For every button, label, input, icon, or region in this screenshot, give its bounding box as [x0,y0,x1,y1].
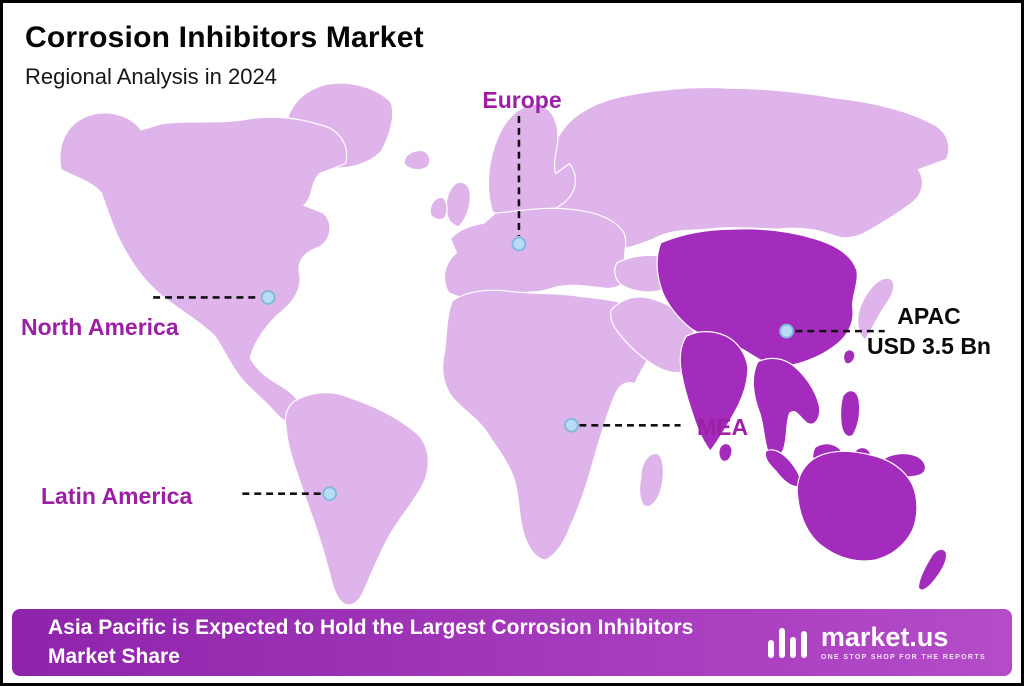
marker-europe [511,236,527,252]
logo-tagline: ONE STOP SHOP FOR THE REPORTS [820,654,986,661]
region-shape-southeast-asia [752,357,821,459]
marker-dots-group [260,236,795,502]
region-shape-north-america [59,112,348,425]
region-label-latin-america: Latin America [41,483,193,509]
region-label-north-america: North America [21,314,179,340]
marker-mea [564,417,579,433]
footer-banner: Asia Pacific is Expected to Hold the Lar… [12,609,1012,676]
marketus-logo: market.us ONE STOP SHOP FOR THE REPORTS [765,624,986,662]
region-shape-ireland [429,196,448,221]
page-subtitle: Regional Analysis in 2024 [25,64,277,89]
region-label-mea: MEA [697,414,749,440]
logo-text: market.us [820,622,949,652]
region-shape-sri-lanka [718,442,733,462]
region-shape-japan [857,277,895,341]
world-map [59,82,950,606]
region-shape-russia [548,86,950,254]
region-label-apac-name: APAC [897,303,961,329]
marker-north-america [260,289,276,305]
region-shape-iceland [403,150,431,171]
region-shape-new-zealand [917,548,948,591]
banner-text: Asia Pacific is Expected to Hold the Lar… [48,616,694,668]
header: Corrosion Inhibitors Market Regional Ana… [25,21,424,90]
region-shape-india [679,331,749,453]
region-label-apac: APAC USD 3.5 Bn [851,302,1007,362]
marker-latin-america [322,486,338,502]
regions-dark-group [656,228,948,591]
region-shape-philippines [839,390,861,437]
region-shape-uk [445,181,471,228]
region-shape-madagascar [638,452,665,508]
region-label-apac-value: USD 3.5 Bn [867,332,991,359]
region-shape-sumatra [764,449,801,488]
region-label-europe: Europe [482,87,562,113]
marketus-logo-icon [767,627,807,658]
connector-lines-group [153,116,885,495]
region-shape-europe [443,207,629,300]
region-shape-taiwan [842,349,856,365]
regions-light-group [59,82,950,606]
region-shape-africa [442,289,661,561]
region-shape-south-america [284,392,429,606]
logo-text-block: market.us ONE STOP SHOP FOR THE REPORTS [820,622,986,662]
page-title: Corrosion Inhibitors Market [25,21,424,54]
region-shape-australia [796,450,918,562]
marker-apac [779,323,795,339]
